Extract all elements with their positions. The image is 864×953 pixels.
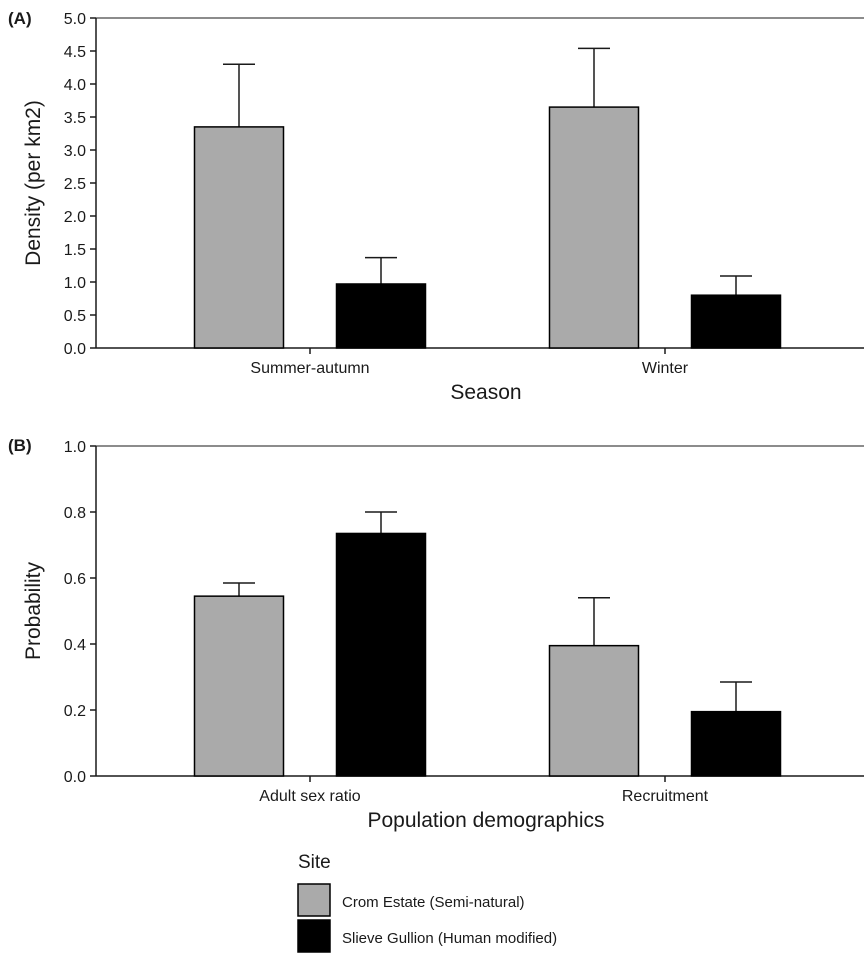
panel-a-y-tick-label: 0.0 (64, 341, 86, 358)
panel-a-y-tick-label: 2.5 (64, 176, 86, 193)
panel-b-y-tick-label: 0.0 (64, 769, 86, 786)
panel-a-y-tick-label: 1.0 (64, 275, 86, 292)
panel-a-y-tick-label: 5.0 (64, 11, 86, 28)
panel-a-label: (A) (8, 9, 32, 28)
panel-b-bar-crom (193, 595, 285, 777)
panel-b-y-tick-label: 0.6 (64, 571, 86, 588)
panel-a-bar-slieve (690, 294, 782, 349)
legend-title: Site (298, 852, 331, 873)
panel-a-y-axis-title: Density (per km2) (22, 100, 45, 266)
panel-a-bar-crom (548, 106, 640, 349)
panel-b-x-axis-title: Population demographics (368, 809, 605, 832)
panel-a-y-tick-label: 0.5 (64, 308, 86, 325)
panel-a-x-axis-title: Season (450, 381, 521, 404)
panel-b-y-tick-label: 1.0 (64, 439, 86, 456)
legend-label-slieve: Slieve Gullion (Human modified) (342, 930, 557, 947)
panel-a-bar-crom (193, 126, 285, 349)
panel-a-x-tick-label: Summer-autumn (250, 360, 369, 377)
legend-label-crom: Crom Estate (Semi-natural) (342, 894, 525, 911)
panel-a-x-tick-label: Winter (642, 360, 689, 377)
panel-a-y-tick-label: 2.0 (64, 209, 86, 226)
panel-b-y-tick-label: 0.4 (64, 637, 86, 654)
panel-a: (A) Density (per km2) Season 0.0 0.5 1.0 1.… (8, 9, 864, 404)
legend: Site Crom Estate (Semi-natural) Slieve G… (297, 852, 557, 953)
panel-b-label: (B) (8, 436, 32, 455)
panel-b-x-tick-label: Adult sex ratio (259, 788, 360, 805)
panel-a-y-tick-label: 4.5 (64, 44, 86, 61)
panel-b-bar-crom (548, 644, 640, 777)
panel-a-y-tick-label: 3.0 (64, 143, 86, 160)
panel-b-y-tick-label: 0.8 (64, 505, 86, 522)
panel-a-y-tick-label: 3.5 (64, 110, 86, 127)
panel-a-y-tick-label: 4.0 (64, 77, 86, 94)
panel-a-bar-slieve (335, 283, 427, 349)
legend-swatch-crom (297, 883, 331, 917)
panel-b-bar-slieve (335, 532, 427, 777)
legend-swatch-slieve (297, 919, 331, 953)
panel-b: (B) Probability Population demographics … (8, 436, 864, 832)
panel-b-y-tick-label: 0.2 (64, 703, 86, 720)
panel-a-y-tick-label: 1.5 (64, 242, 86, 259)
panel-b-bar-slieve (690, 710, 782, 777)
panel-b-x-tick-label: Recruitment (622, 788, 709, 805)
panel-b-y-axis-title: Probability (22, 561, 45, 660)
